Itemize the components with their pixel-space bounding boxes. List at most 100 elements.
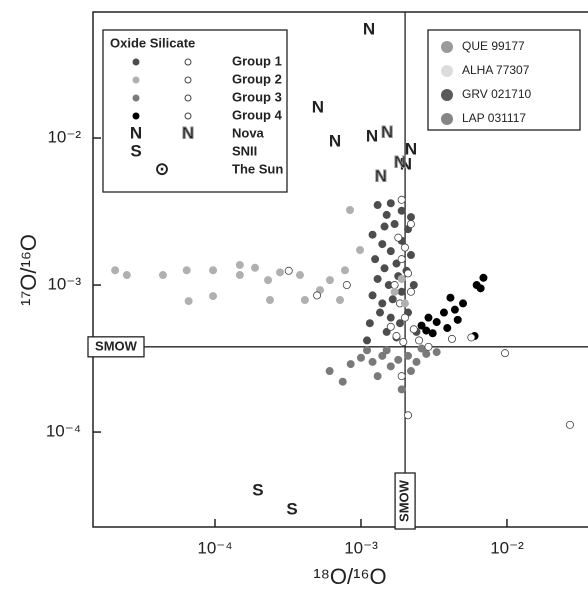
silicate-point [397,372,406,381]
oxide-point [450,305,459,314]
oxide-point [325,367,334,376]
oxide-point [406,213,415,222]
legend-title: Oxide Silicate [110,35,195,50]
legend-label: The Sun [232,161,283,176]
oxide-point [409,281,418,290]
oxide-point [295,271,304,280]
legend-marker [184,58,192,66]
oxide-point [338,377,347,386]
glyph-point: S [286,500,297,519]
silicate-point [406,287,415,296]
oxide-point [373,274,382,283]
oxide-point [373,201,382,210]
oxide-point [356,353,365,362]
legend-marker [132,94,140,102]
oxide-point [368,230,377,239]
legend-marker [132,76,140,84]
oxide-point [397,287,406,296]
oxide-point [382,346,391,355]
oxide-point [382,327,391,336]
y-tick-label: 10⁻³ [47,275,81,294]
oxide-point [363,346,372,355]
oxide-point [397,206,406,215]
legend-label: Group 1 [232,53,282,68]
oxide-point [265,296,274,305]
oxide-point [394,355,403,364]
oxide-point [422,326,431,335]
x-tick-label: 10⁻⁴ [197,538,232,557]
oxide-point [300,296,309,305]
legend-box [427,29,581,131]
oxide-point [182,266,191,275]
silicate-point [404,269,413,278]
oxide-point [158,271,167,280]
oxide-point [390,220,399,229]
silicate-point [397,255,406,264]
oxide-point [388,295,397,304]
silicate-point [399,337,408,346]
oxide-point [345,205,354,214]
glyph-point: N [366,126,378,145]
silicate-point [406,220,415,229]
smow-label-box [87,336,145,358]
smow-label-box [394,472,416,530]
oxide-point [417,321,426,330]
oxide-point [335,296,344,305]
oxide-point [368,357,377,366]
glyph-point: S [252,481,263,500]
x-axis-label: ¹⁸O/¹⁶O [313,564,386,589]
oxide-point [446,293,455,302]
silicate-point [392,332,401,341]
silicate-point [424,342,433,351]
oxide-point [264,276,273,285]
oxide-point [368,291,377,300]
glyph-point: N [329,131,341,150]
y-tick-label: 10⁻² [47,128,81,147]
glyph-point: N [312,98,324,117]
oxide-point [397,385,406,394]
glyph-point: N [400,155,412,174]
legend-marker: N [182,123,194,142]
oxide-point [378,351,387,360]
oxide-point [453,315,462,324]
glyph-point: N [363,19,375,38]
oxide-point [235,260,244,269]
oxide-point [443,324,452,333]
glyph-point: N [381,123,393,142]
plot-frame [92,11,588,528]
legend-label: LAP 031117 [462,111,526,125]
oxide-point [378,299,387,308]
smow-label: SMOW [95,338,138,353]
oxide-point [479,273,488,282]
legend-marker [441,89,453,101]
legend-marker: ⊙ [155,159,169,178]
silicate-point [404,411,413,420]
oxide-point [476,284,485,293]
legend-marker [441,113,453,125]
legend-label: GRV 021710 [462,87,531,101]
oxide-point [397,274,406,283]
legend-marker [184,94,192,102]
oxide-point [184,297,193,306]
oxide-point [395,319,404,328]
legend-marker [441,41,453,53]
legend-marker [184,76,192,84]
silicate-point [400,313,409,322]
oxide-point [365,319,374,328]
legend-label: Group 4 [232,107,283,122]
smow-label: SMOW [397,479,412,522]
legend-marker [132,58,140,66]
oxide-point [432,348,441,357]
oxide-point [325,276,334,285]
x-tick-label: 10⁻³ [344,538,378,557]
oxide-point [439,308,448,317]
silicate-point [390,281,399,290]
oxide-point [371,255,380,264]
legend-marker [132,112,140,120]
oxide-point [406,367,415,376]
oxide-point [209,266,218,275]
oxide-point [406,251,415,260]
oxide-point [400,299,409,308]
